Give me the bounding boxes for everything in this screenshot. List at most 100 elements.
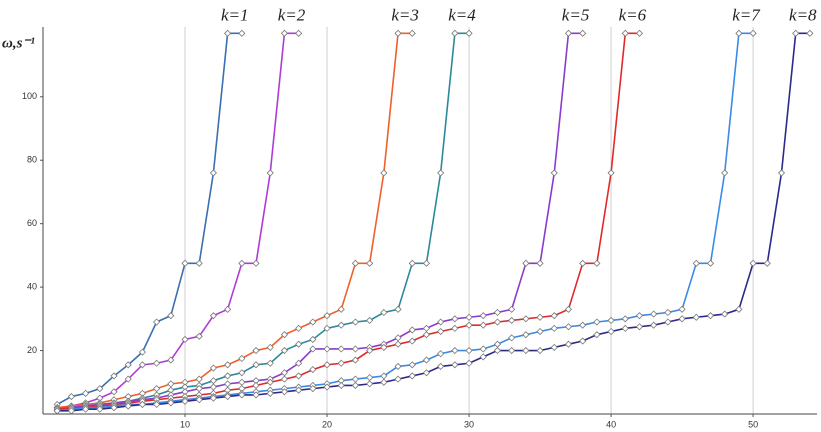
point-marker (635, 312, 644, 320)
point-marker (238, 378, 246, 386)
point-marker (280, 375, 288, 383)
point-marker (280, 388, 288, 396)
point-marker (394, 29, 402, 37)
point-marker (607, 316, 615, 324)
point-marker (224, 361, 232, 369)
point-marker (252, 391, 260, 399)
point-marker (238, 369, 246, 377)
point-marker (465, 321, 473, 329)
point-marker (380, 343, 388, 351)
point-marker (110, 388, 118, 396)
point-marker (465, 313, 473, 321)
point-marker (579, 337, 587, 345)
point-marker (110, 372, 118, 380)
point-marker (238, 29, 246, 37)
point-marker (266, 378, 274, 386)
point-marker (124, 402, 132, 410)
point-marker (195, 259, 203, 267)
point-marker (664, 308, 672, 317)
point-marker (437, 350, 445, 358)
point-marker (110, 404, 118, 412)
point-marker (721, 310, 729, 318)
series-label: k=2 (278, 5, 306, 24)
point-marker (138, 348, 146, 356)
point-marker (295, 29, 303, 37)
point-marker (209, 364, 217, 372)
point-marker (692, 313, 700, 321)
point-marker (621, 29, 629, 37)
point-marker (351, 259, 360, 267)
point-marker (96, 405, 104, 413)
point-marker (408, 337, 416, 345)
point-marker (153, 318, 161, 326)
point-marker (522, 259, 530, 267)
series-label: k=5 (562, 5, 590, 24)
point-marker (508, 334, 516, 342)
point-marker (536, 313, 544, 321)
point-marker (564, 305, 573, 313)
point-marker (394, 362, 402, 370)
point-marker (394, 340, 402, 348)
point-marker (167, 356, 175, 364)
point-marker (309, 318, 317, 326)
series-line (57, 32, 413, 409)
point-marker (593, 259, 601, 267)
point-marker (522, 315, 530, 323)
point-marker (224, 305, 232, 313)
point-marker (323, 312, 331, 320)
point-marker (422, 356, 431, 364)
point-marker (493, 346, 502, 355)
point-marker (82, 405, 90, 413)
series-line (57, 32, 299, 409)
series-line (57, 32, 754, 412)
point-marker (366, 373, 374, 382)
point-marker (224, 392, 232, 401)
point-marker (408, 372, 416, 380)
point-marker (351, 356, 360, 364)
point-marker (394, 375, 402, 383)
point-marker (280, 346, 288, 355)
point-marker (323, 324, 331, 332)
point-marker (437, 362, 445, 370)
point-marker (394, 334, 402, 342)
point-marker (167, 312, 175, 320)
point-marker (465, 359, 473, 367)
y-tick-label: 20 (27, 345, 37, 355)
point-marker (323, 345, 331, 353)
point-marker (451, 315, 459, 323)
point-marker (508, 346, 516, 355)
point-marker (167, 399, 175, 407)
point-marker (735, 305, 743, 313)
point-marker (408, 326, 416, 334)
x-tick-label: 30 (464, 419, 474, 429)
point-marker (323, 383, 331, 391)
point-marker (678, 305, 686, 313)
point-marker (209, 377, 217, 385)
point-marker (67, 392, 75, 401)
point-marker (479, 321, 487, 329)
point-marker (721, 169, 729, 177)
point-marker (252, 381, 260, 390)
point-marker (309, 335, 317, 344)
point-marker (181, 397, 189, 405)
point-marker (536, 346, 544, 355)
point-marker (224, 380, 232, 388)
point-marker (408, 361, 416, 369)
point-marker (380, 308, 388, 317)
point-marker (266, 343, 274, 351)
x-tick-label: 50 (748, 419, 758, 429)
point-marker (366, 259, 374, 267)
point-marker (763, 259, 771, 267)
point-marker (238, 354, 246, 363)
point-marker (579, 29, 587, 37)
point-marker (96, 385, 104, 393)
point-marker (408, 29, 416, 37)
point-marker (465, 346, 473, 355)
point-marker (792, 29, 800, 37)
point-marker (422, 331, 431, 339)
point-marker (195, 332, 203, 340)
y-axis-label: ω,s⁻¹ (2, 35, 35, 51)
point-marker (564, 340, 573, 348)
x-tick-label: 40 (606, 419, 616, 429)
